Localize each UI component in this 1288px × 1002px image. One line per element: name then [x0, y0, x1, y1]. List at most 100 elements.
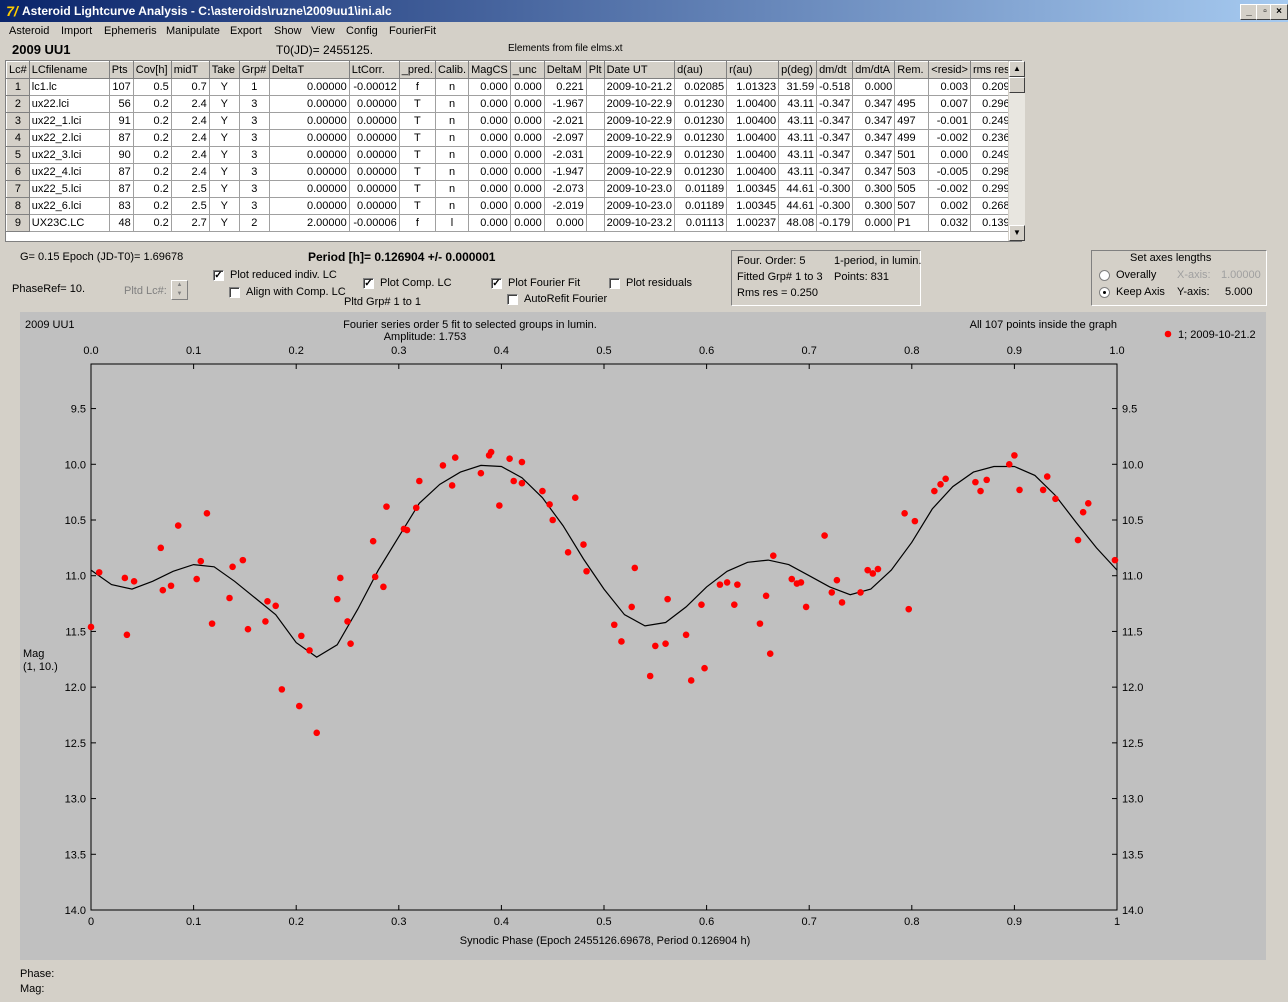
data-point — [664, 595, 671, 603]
row-number[interactable]: 4 — [6, 129, 30, 147]
column-header[interactable]: Plt — [585, 61, 605, 79]
column-header[interactable]: LtCorr. — [348, 61, 400, 79]
menu-import[interactable]: Import — [61, 25, 93, 37]
table-cell: -0.300 — [816, 197, 854, 215]
column-header[interactable]: DeltaM — [543, 61, 587, 79]
row-number[interactable]: 5 — [6, 146, 30, 164]
menu-asteroid[interactable]: Asteroid — [9, 25, 50, 37]
table-cell: 0.000 — [509, 163, 545, 181]
close-button[interactable]: × — [1270, 4, 1288, 20]
column-header[interactable]: dm/dt — [816, 61, 854, 79]
table-cell: 495 — [894, 95, 930, 113]
x-tick-label-bottom: 0.2 — [289, 916, 304, 928]
data-point — [687, 677, 695, 684]
data-point — [646, 672, 654, 680]
data-point — [797, 579, 805, 586]
column-header[interactable]: Calib. — [434, 61, 470, 79]
column-header[interactable]: dm/dtA — [852, 61, 896, 79]
menu-view[interactable]: View — [311, 25, 335, 37]
column-header[interactable]: Lc# — [6, 61, 30, 79]
fourier-fit-curve — [90, 464, 1118, 658]
column-header[interactable]: Pts — [108, 61, 134, 79]
column-header[interactable]: MagCS — [468, 61, 511, 79]
table-cell: ux22_1.lci — [28, 112, 110, 130]
column-header[interactable]: _unc — [509, 61, 545, 79]
scroll-down-arrow-icon[interactable]: ▼ — [1009, 225, 1025, 241]
x-tick-label-bottom: 0.5 — [596, 916, 611, 928]
row-number[interactable]: 3 — [6, 112, 30, 130]
data-point — [905, 605, 913, 613]
row-number[interactable]: 7 — [6, 180, 30, 198]
column-header[interactable]: p(deg) — [778, 61, 818, 79]
data-point — [347, 640, 354, 647]
data-point — [1039, 486, 1047, 494]
autorefit-checkbox[interactable] — [507, 294, 518, 305]
menu-ephemeris[interactable]: Ephemeris — [104, 25, 157, 37]
table-cell: 0.01189 — [674, 180, 728, 198]
column-header[interactable]: d(au) — [674, 61, 728, 79]
x-axis-value[interactable]: 1.00000 — [1221, 269, 1261, 281]
row-number[interactable]: 1 — [6, 78, 30, 96]
data-point — [295, 702, 303, 710]
plot-comp-checkbox[interactable]: ✓ — [363, 278, 374, 289]
data-point — [487, 448, 495, 456]
scroll-thumb[interactable] — [1009, 77, 1025, 93]
menu-config[interactable]: Config — [346, 25, 378, 37]
table-cell: 0.2 — [132, 214, 172, 232]
row-number[interactable]: 8 — [6, 197, 30, 215]
column-header[interactable]: Rem. — [894, 61, 930, 79]
column-header[interactable]: _pred. — [398, 61, 436, 79]
plot-reduced-checkbox[interactable]: ✓ — [213, 270, 224, 281]
column-header[interactable]: Date UT — [603, 61, 676, 79]
menu-export[interactable]: Export — [230, 25, 262, 37]
table-row[interactable]: 1 lc1.lc 107 0.5 0.7 Y 1 0.00000 -0.00012 f n 0.000… — [6, 78, 1013, 96]
menu-show[interactable]: Show — [274, 25, 302, 37]
row-number[interactable]: 2 — [6, 95, 30, 113]
column-header[interactable]: Grp# — [238, 61, 270, 79]
elements-label: Elements from file elms.xt — [508, 43, 623, 54]
column-header[interactable]: <resid> — [928, 61, 971, 79]
column-header[interactable]: DeltaT — [268, 61, 350, 79]
pltd-lc-spinner[interactable]: ▲ ▼ — [171, 280, 188, 300]
keep-axis-radio[interactable] — [1099, 287, 1110, 298]
column-header[interactable]: LCfilename — [28, 61, 110, 79]
y-tick-label-left: 12.0 — [65, 682, 86, 694]
table-cell: Y — [208, 197, 240, 215]
align-comp-checkbox[interactable] — [229, 287, 240, 298]
table-cell: 1.00345 — [726, 180, 780, 198]
overally-radio[interactable] — [1099, 270, 1110, 281]
window-title: Asteroid Lightcurve Analysis - C:\astero… — [22, 4, 392, 18]
menu-fourierfit[interactable]: FourierFit — [389, 25, 437, 37]
scroll-up-arrow-icon[interactable]: ▲ — [1009, 61, 1025, 77]
column-header[interactable]: r(au) — [726, 61, 780, 79]
table-scrollbar[interactable]: ▲ ▼ — [1008, 61, 1025, 241]
plot-residuals-checkbox[interactable] — [609, 278, 620, 289]
y-axis-value[interactable]: 5.000 — [1225, 286, 1253, 298]
table-row[interactable]: 9 UX23C.LC 48 0.2 2.7 Y 2 2.00000 -0.00006 f l 0.00… — [6, 214, 1013, 232]
column-header[interactable]: rms res — [969, 61, 1013, 79]
table-cell: 0.300 — [852, 180, 896, 198]
table-cell: -0.347 — [816, 129, 854, 147]
menu-manipulate[interactable]: Manipulate — [166, 25, 220, 37]
row-number[interactable]: 9 — [6, 214, 30, 232]
column-header[interactable]: Take — [208, 61, 240, 79]
table-cell: -1.967 — [543, 95, 587, 113]
legend-marker — [1164, 330, 1172, 338]
column-header[interactable]: midT — [170, 61, 210, 79]
row-number[interactable]: 6 — [6, 163, 30, 181]
table-cell: 0.268 — [969, 197, 1013, 215]
table-cell: 0.032 — [928, 214, 971, 232]
table-cell: T — [398, 146, 436, 164]
column-header[interactable]: Cov[h] — [132, 61, 172, 79]
lightcurve-plot[interactable]: 0 0.0 0.1 0.1 0.2 0.2 0.3 0.3 0.4 0.4 0.5 0.5 0.6 0.6… — [20, 312, 1266, 960]
lightcurve-table[interactable]: Lc# LCfilename Pts Cov[h] midT Take Grp# DeltaT… — [5, 60, 1025, 242]
data-point — [439, 462, 447, 469]
plot-fourier-checkbox[interactable]: ✓ — [491, 278, 502, 289]
